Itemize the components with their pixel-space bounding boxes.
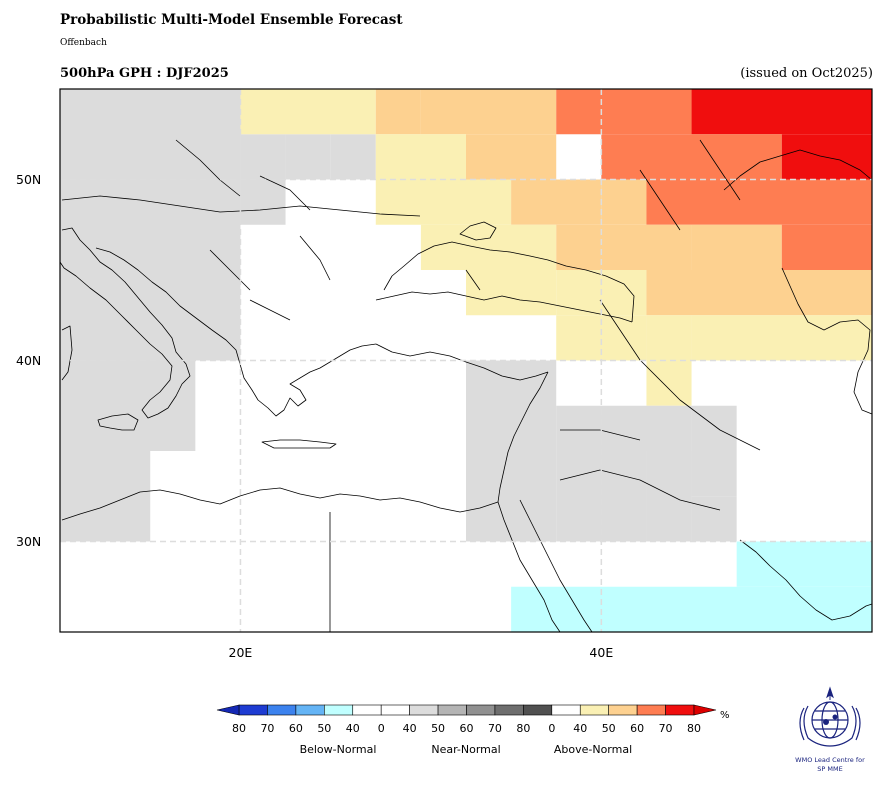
- probability-cell-near-40: [60, 89, 241, 180]
- coastline-red-sea: [497, 501, 561, 633]
- coastline-caspian-north: [723, 149, 873, 191]
- wmo-logo: WMO Lead Centre for SP MME: [788, 684, 872, 776]
- colorbar-tick-label: 0: [548, 722, 556, 735]
- probability-cell-below-40: [736, 541, 872, 587]
- probability-cell-above-50: [646, 270, 872, 316]
- issued-date: (issued on Oct2025): [740, 66, 873, 81]
- lat-label: 50N: [16, 171, 42, 187]
- probability-cell-near-40: [556, 451, 647, 542]
- coastline-sardinia: [61, 325, 73, 381]
- probability-cell-near-40: [556, 405, 692, 451]
- gridlines: [60, 89, 872, 632]
- logo-line-1: WMO Lead Centre for: [795, 756, 865, 764]
- colorbar-unit: %: [720, 710, 730, 721]
- group-above-normal: Above-Normal: [553, 743, 633, 756]
- probability-cell-above-40: [420, 224, 557, 270]
- colorbar-tick-label: 80: [232, 722, 246, 735]
- probability-cell-above-40: [691, 315, 872, 361]
- coastline-caspian: [781, 267, 873, 415]
- probability-cell-near-40: [330, 134, 376, 180]
- coastline-greece: [239, 343, 377, 417]
- coastline-crete: [261, 439, 337, 449]
- coastline-black-sea: [383, 241, 635, 323]
- coastline-sicily: [97, 413, 139, 431]
- lon-label: 20E: [228, 645, 253, 660]
- probability-cell-above-40: [375, 179, 512, 225]
- probability-cell-above-60: [556, 89, 692, 135]
- group-below-normal: Below-Normal: [299, 743, 377, 756]
- probability-cell-above-50: [601, 179, 647, 225]
- colorbar-tick-label: 50: [317, 722, 332, 735]
- coastline-north-africa: [61, 487, 499, 521]
- probability-cell-above-40: [375, 134, 466, 180]
- probability-cell-above-60: [601, 134, 782, 180]
- lat-label: 40N: [16, 352, 42, 368]
- probability-cell-above-50: [511, 179, 602, 225]
- variable-label: 500hPa GPH : DJF2025: [60, 66, 229, 81]
- probability-cell-above-60: [646, 179, 872, 225]
- colorbar-tick-label: 50: [431, 722, 446, 735]
- coastline-italy: [59, 227, 191, 419]
- group-near-normal: Near-Normal: [431, 743, 501, 756]
- colorbar-tick-label: 70: [260, 722, 275, 735]
- probability-cell-above-50: [420, 89, 557, 135]
- colorbar-tick-label: 60: [288, 722, 303, 735]
- probability-cell-near-40: [466, 360, 557, 542]
- logo-line-2: SP MME: [817, 765, 843, 773]
- probability-cell-above-70: [781, 134, 872, 180]
- probability-cell-near-40: [646, 451, 692, 542]
- probability-cell-above-40: [466, 270, 557, 316]
- coastline-adriatic: [95, 247, 241, 365]
- probability-cell-above-40: [646, 360, 692, 406]
- probability-cell-above-50: [556, 224, 692, 270]
- probability-cell-above-60: [781, 224, 872, 270]
- coastline-turkey-north: [375, 291, 633, 323]
- probability-cell-near-40: [60, 451, 151, 542]
- map-title: Probabilistic Multi-Model Ensemble Forec…: [60, 12, 403, 28]
- coastline-turkey-south: [375, 343, 549, 381]
- probability-cell-above-50: [375, 89, 421, 135]
- coastline-crimea: [459, 221, 497, 241]
- wmo-emblem-icon: [799, 686, 861, 747]
- map-frame: [59, 88, 873, 633]
- probability-cell-below-40: [511, 586, 872, 632]
- colorbar-tick-label: 70: [487, 722, 502, 735]
- colorbar-tick-label: 50: [601, 722, 616, 735]
- coastline-red-sea-east: [519, 499, 593, 633]
- probability-cell-above-50: [691, 224, 782, 270]
- colorbar-tick-label: 60: [459, 722, 474, 735]
- probability-cell-near-40: [691, 496, 737, 542]
- probability-cell-near-40: [691, 405, 737, 497]
- probability-cell-above-40: [240, 89, 376, 135]
- coastline-persian-gulf: [739, 539, 873, 621]
- lat-label: 30N: [16, 533, 42, 549]
- probability-cell-above-40: [646, 315, 692, 361]
- probability-cell-above-50: [466, 134, 557, 180]
- colorbar-tick-label: 0: [377, 722, 385, 735]
- probability-cells: [60, 89, 872, 632]
- colorbar-tick-label: 70: [658, 722, 673, 735]
- coastlines: [59, 139, 873, 633]
- coastline-levant: [497, 371, 549, 503]
- probability-cell-near-40: [60, 179, 241, 361]
- probability-cell-near-40: [285, 134, 331, 180]
- lon-label: 40E: [589, 645, 614, 660]
- colorbar-tick-label: 40: [402, 722, 417, 735]
- probability-cell-above-70: [691, 89, 872, 135]
- colorbar-tick-label: 80: [516, 722, 531, 735]
- colorbar-tick-label: 40: [345, 722, 360, 735]
- colorbar-tick-label: 80: [687, 722, 701, 735]
- center-name: Offenbach: [60, 38, 107, 48]
- colorbar-tick-label: 60: [630, 722, 645, 735]
- probability-cell-near-40: [60, 360, 196, 451]
- colorbar-tick-label: 40: [573, 722, 588, 735]
